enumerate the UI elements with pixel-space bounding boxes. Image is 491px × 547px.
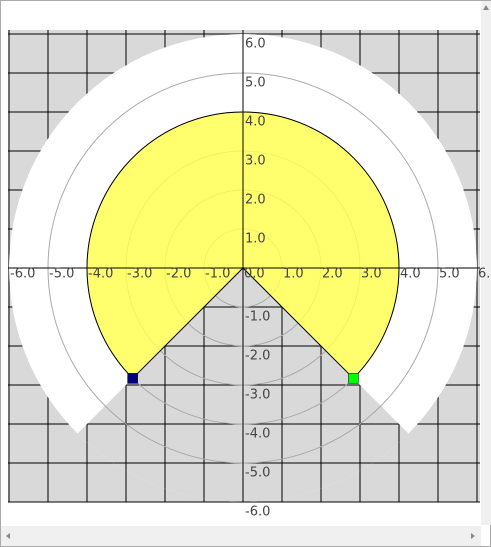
y-tick-label: -1.0 <box>245 310 270 325</box>
point <box>348 373 359 384</box>
plot: -6.0 -5.0 -4.0 -3.0 -2.0 -1.0 0.0 1.0 2.0 3.0 4.0 5… <box>8 30 491 520</box>
scroll-left-arrow[interactable] <box>6 533 10 539</box>
x-tick-label: 4.0 <box>400 267 421 282</box>
x-tick-label: -1.0 <box>205 267 230 282</box>
x-tick-label: -5.0 <box>49 267 74 282</box>
horizontal-scrollbar[interactable] <box>1 526 481 546</box>
scroll-right-arrow[interactable] <box>471 533 475 539</box>
point <box>127 373 138 384</box>
y-tick-label: -2.0 <box>245 349 270 364</box>
x-tick-label: 0.0 <box>244 267 265 282</box>
x-tick-label: 5.0 <box>439 267 460 282</box>
y-tick-label: 1.0 <box>245 232 266 247</box>
y-tick-label: -5.0 <box>245 466 270 481</box>
x-tick-label: -3.0 <box>127 267 152 282</box>
y-tick-label: 5.0 <box>245 76 266 91</box>
scroll-up-arrow[interactable] <box>483 5 489 10</box>
x-tick-label: 1.0 <box>283 267 304 282</box>
y-tick-label: 4.0 <box>245 115 266 130</box>
x-tick-label: -6.0 <box>10 267 35 282</box>
y-tick-label: -6.0 <box>245 505 270 520</box>
y-tick-label: 3.0 <box>245 154 266 169</box>
vertical-scrollbar[interactable] <box>481 1 491 525</box>
y-tick-label: 2.0 <box>245 193 266 208</box>
x-tick-label: 6.0 <box>478 267 491 282</box>
y-tick-label: -4.0 <box>245 427 270 442</box>
y-tick-label: -3.0 <box>245 388 270 403</box>
y-tick-label: 6.0 <box>245 37 266 52</box>
x-tick-label: 3.0 <box>361 267 382 282</box>
x-tick-label: -4.0 <box>88 267 113 282</box>
x-tick-label: 2.0 <box>322 267 343 282</box>
x-tick-label: -2.0 <box>166 267 191 282</box>
